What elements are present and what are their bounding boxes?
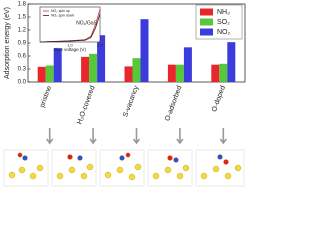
bar [81, 56, 90, 82]
bar [124, 66, 133, 82]
arrow [89, 128, 97, 145]
legend-label: SO₂ [217, 19, 230, 26]
arrow [176, 128, 184, 145]
y-tick-label: 0.9 [18, 41, 27, 47]
bar [167, 64, 176, 82]
legend-label: NO₂ spin down [51, 13, 74, 17]
bar [175, 64, 184, 82]
bar [37, 66, 46, 82]
y-axis-label: Adsorption energy (eV) [4, 7, 11, 79]
molecule-panels [3, 149, 245, 187]
y-tick-label: 0.0 [18, 80, 27, 86]
x-tick-label: 2.0 [97, 43, 103, 48]
x-tick-label: 1.0 [67, 43, 73, 48]
bar [45, 65, 54, 82]
arrow [132, 128, 141, 145]
x-axis-label: Bias voltage (V) [54, 47, 86, 52]
annotation: NO₂/GaS [76, 20, 98, 26]
y-tick-label: 1.5 [18, 15, 27, 21]
bar [89, 53, 98, 82]
bar [183, 47, 192, 82]
legend-label: NH₃ [217, 9, 230, 16]
bar [53, 48, 62, 82]
bar [219, 63, 228, 82]
bar [97, 35, 106, 82]
legend-swatch [200, 28, 213, 36]
line [39, 13, 101, 43]
y-tick-label: 0.6 [18, 54, 27, 60]
bar [227, 42, 236, 82]
bar [211, 64, 220, 82]
bar [132, 58, 141, 82]
bar [140, 19, 149, 83]
legend-label: NO₂ [217, 29, 231, 36]
arrow [219, 128, 227, 145]
arrow [46, 128, 54, 145]
chart: Adsorption energy (eV) 0.0 0.3 0.6 0.9 1.2 1.… [3, 1, 246, 187]
y-tick-label: 1.2 [18, 28, 27, 34]
legend-label: NO₂ spin up [51, 9, 70, 13]
y-tick-label: 0.3 [18, 67, 27, 73]
legend-swatch [200, 18, 213, 26]
y-tick-label: 1.8 [18, 2, 27, 8]
legend-swatch [200, 8, 213, 16]
